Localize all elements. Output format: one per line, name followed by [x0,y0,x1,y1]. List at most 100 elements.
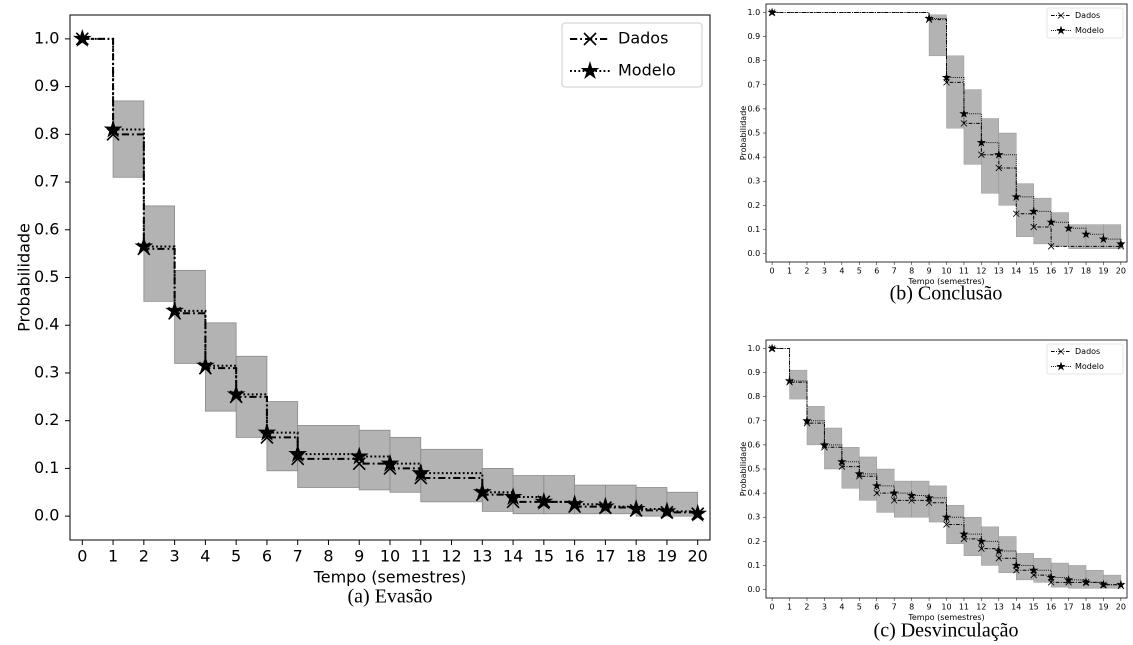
marker [978,151,985,158]
x-tick-label: 9 [927,267,932,276]
marker [994,149,1004,159]
marker [196,355,215,374]
marker [596,496,615,515]
x-tick-label: 6 [874,267,879,276]
marker [906,490,917,500]
y-tick-label: 0.2 [34,410,59,429]
marker [1011,560,1021,570]
x-tick-label: 20 [688,547,708,566]
marker [1046,572,1056,582]
x-tick-label: 3 [170,547,180,566]
y-tick-label: 0.7 [747,80,760,89]
marker [924,493,934,502]
x-tick-label: 0 [770,267,775,276]
confidence-band [841,447,860,489]
marker [72,29,92,47]
legend-label: Dados [618,29,668,48]
marker [1063,574,1074,584]
y-tick-label: 0.9 [747,32,760,41]
step-line [772,347,1121,586]
x-tick-label: 11 [411,547,431,566]
marker [872,480,882,490]
x-tick-label: 1 [787,267,792,276]
x-tick-label: 3 [822,267,827,276]
confidence-band [1085,224,1104,249]
x-tick-label: 1 [108,547,118,566]
confidence-band [998,132,1017,206]
marker [959,108,969,118]
y-tick-label: 0.2 [747,537,760,546]
y-tick-label: 0.4 [747,489,760,498]
x-tick-label: 12 [976,267,986,276]
y-tick-label: 0.9 [747,368,760,377]
marker [472,482,492,501]
y-tick-label: 0.9 [34,76,59,95]
marker [976,137,987,147]
y-tick-label: 0.5 [747,129,760,138]
y-tick-label: 0.6 [34,219,59,238]
y-tick-label: 0.5 [34,267,59,286]
marker [688,503,708,522]
x-tick-label: 1 [787,603,792,612]
y-tick-label: 0.8 [34,124,59,143]
x-tick-label: 2 [139,547,149,566]
x-tick-label: 3 [822,603,827,612]
marker [1063,223,1074,233]
caption: (b) Conclusão [890,283,1003,305]
y-tick-label: 0.0 [747,585,760,594]
marker [924,13,934,23]
x-tick-label: 17 [1063,603,1073,612]
x-tick-label: 19 [1098,267,1108,276]
x-tick-label: 5 [857,603,862,612]
chart: 0 1 2 3 4 5 6 7 8 9 10 11 12 13 14 15 16 17 18 19 200.00.10.… [739,3,1128,305]
y-axis-label: Probabilidade [739,442,748,496]
y-tick-label: 0.1 [747,225,760,234]
y-tick-label: 0.1 [34,458,59,477]
y-axis-label: Probabilidade [15,223,34,332]
confidence-band [604,484,637,515]
x-tick-label: 12 [441,547,461,566]
y-tick-label: 0.2 [747,201,760,210]
marker [1098,234,1109,244]
chart: 0 1 2 3 4 5 6 7 8 9 10 11 12 13 14 15 16 17 18 19 200.00.10.… [739,339,1128,642]
x-tick-label: 0 [770,603,775,612]
y-tick-label: 0.8 [747,392,760,401]
y-tick-label: 0.3 [747,513,760,522]
marker [103,119,123,138]
legend-label: Modelo [1075,362,1104,371]
x-tick-label: 13 [994,267,1004,276]
confidence-band [963,89,982,165]
legend-label: Modelo [1075,26,1104,35]
confidence-band [297,425,360,488]
marker [226,384,246,403]
marker [943,521,950,528]
marker [802,415,812,425]
x-tick-label: 19 [1098,603,1108,612]
x-tick-label: 8 [909,267,914,276]
x-tick-label: 10 [941,603,951,612]
legend-marker [583,32,597,46]
marker [821,444,828,451]
x-tick-label: 0 [77,547,87,566]
chart: 0 1 2 3 4 5 6 7 8 9 10 11 12 13 14 15 16 17 18 19 200.00.10.… [15,14,711,608]
y-axis-label: Probabilidade [739,106,748,160]
y-tick-label: 0.7 [34,172,59,191]
legend-label: Dados [1075,11,1100,20]
marker [819,439,830,449]
x-tick-label: 14 [1011,267,1021,276]
marker [978,545,985,552]
x-tick-label: 15 [1029,603,1039,612]
marker [134,236,154,255]
marker [1116,238,1126,248]
y-tick-label: 0.6 [747,440,760,449]
y-tick-label: 0.5 [747,465,760,474]
x-tick-label: 16 [564,547,584,566]
marker [873,489,881,497]
marker [165,301,184,319]
marker [784,376,795,385]
legend-label: Modelo [618,61,676,80]
marker [890,497,898,504]
y-tick-label: 1.0 [747,8,760,17]
marker [257,422,277,441]
